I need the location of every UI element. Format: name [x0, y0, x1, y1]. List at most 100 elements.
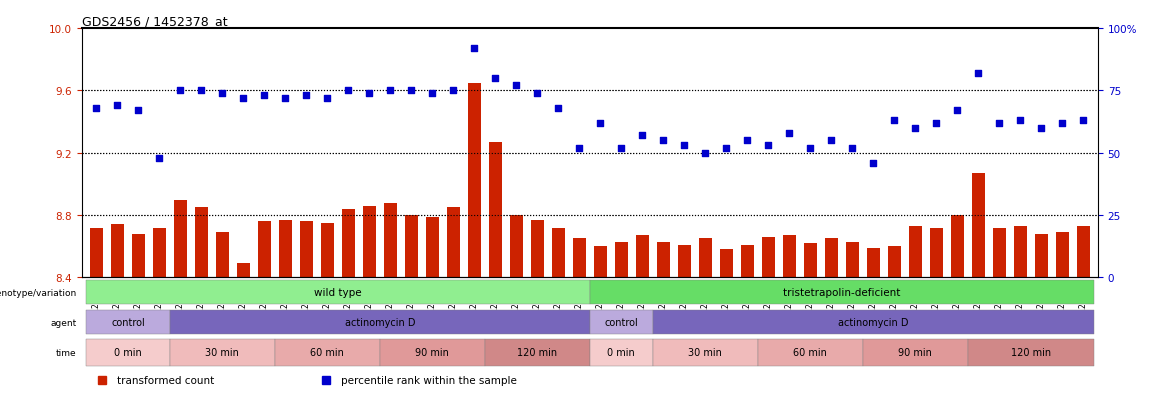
Bar	[1077, 226, 1090, 413]
Bar	[510, 216, 522, 413]
Bar	[195, 208, 208, 413]
Point	[927, 120, 946, 127]
Bar	[174, 200, 187, 413]
Bar	[616, 242, 627, 413]
Point	[213, 90, 231, 97]
Bar	[552, 228, 564, 413]
FancyBboxPatch shape	[590, 281, 1093, 305]
Point	[675, 142, 694, 149]
Bar	[153, 228, 166, 413]
Text: actinomycin D: actinomycin D	[345, 318, 415, 328]
Point	[1052, 120, 1071, 127]
Bar	[677, 245, 690, 413]
Bar	[741, 245, 753, 413]
Bar	[489, 142, 502, 413]
Bar	[719, 250, 732, 413]
Point	[696, 150, 715, 157]
Bar	[384, 203, 397, 413]
Point	[969, 70, 988, 77]
Point	[906, 125, 925, 132]
Text: 90 min: 90 min	[416, 347, 450, 358]
Bar	[237, 264, 250, 413]
Bar	[447, 208, 460, 413]
Text: 0 min: 0 min	[607, 347, 635, 358]
Text: 30 min: 30 min	[206, 347, 239, 358]
Point	[822, 138, 841, 144]
Bar	[132, 234, 145, 413]
Point	[507, 83, 526, 90]
Text: actinomycin D: actinomycin D	[837, 318, 909, 328]
Point	[130, 108, 148, 114]
Bar	[930, 228, 943, 413]
Point	[612, 145, 631, 152]
Bar	[783, 236, 795, 413]
FancyBboxPatch shape	[968, 339, 1093, 366]
Text: 90 min: 90 min	[898, 347, 932, 358]
Point	[360, 90, 378, 97]
Point	[234, 95, 252, 102]
Point	[444, 88, 463, 95]
Point	[864, 160, 883, 166]
Point	[151, 155, 169, 161]
FancyBboxPatch shape	[758, 339, 863, 366]
Point	[1073, 118, 1092, 124]
Bar	[762, 237, 774, 413]
Text: genotype/variation: genotype/variation	[0, 288, 77, 297]
FancyBboxPatch shape	[485, 339, 590, 366]
Text: 120 min: 120 min	[1010, 347, 1051, 358]
Bar	[909, 226, 922, 413]
FancyBboxPatch shape	[590, 311, 653, 335]
Point	[318, 95, 336, 102]
Bar	[468, 83, 481, 413]
Point	[339, 88, 357, 95]
Bar	[342, 209, 355, 413]
Bar	[846, 242, 858, 413]
Point	[759, 142, 778, 149]
Bar	[888, 247, 901, 413]
Point	[1010, 118, 1029, 124]
Bar	[531, 220, 543, 413]
Bar	[698, 239, 711, 413]
Point	[486, 76, 505, 82]
FancyBboxPatch shape	[653, 339, 758, 366]
Bar	[426, 217, 439, 413]
Text: control: control	[605, 318, 638, 328]
Bar	[1035, 234, 1048, 413]
Point	[1031, 125, 1050, 132]
Bar	[405, 216, 418, 413]
FancyBboxPatch shape	[590, 339, 653, 366]
Point	[738, 138, 757, 144]
Point	[381, 88, 399, 95]
FancyBboxPatch shape	[86, 281, 590, 305]
Bar	[300, 222, 313, 413]
Point	[801, 145, 820, 152]
Point	[297, 93, 315, 100]
FancyBboxPatch shape	[380, 339, 485, 366]
Point	[990, 120, 1009, 127]
Point	[171, 88, 189, 95]
Bar	[867, 248, 880, 413]
Point	[948, 108, 967, 114]
Point	[423, 90, 442, 97]
Point	[88, 105, 106, 112]
Bar	[637, 236, 648, 413]
Bar	[90, 228, 103, 413]
Point	[843, 145, 862, 152]
Point	[591, 120, 610, 127]
Text: transformed count: transformed count	[117, 375, 215, 385]
FancyBboxPatch shape	[863, 339, 968, 366]
Point	[402, 88, 420, 95]
Text: GDS2456 / 1452378_at: GDS2456 / 1452378_at	[82, 15, 228, 28]
FancyBboxPatch shape	[274, 339, 380, 366]
Point	[549, 105, 568, 112]
Bar	[595, 247, 606, 413]
Bar	[111, 225, 124, 413]
Point	[255, 93, 273, 100]
Bar	[658, 242, 669, 413]
Point	[570, 145, 589, 152]
Point	[192, 88, 210, 95]
Point	[633, 133, 652, 139]
FancyBboxPatch shape	[86, 339, 169, 366]
Point	[528, 90, 547, 97]
Text: 120 min: 120 min	[517, 347, 557, 358]
